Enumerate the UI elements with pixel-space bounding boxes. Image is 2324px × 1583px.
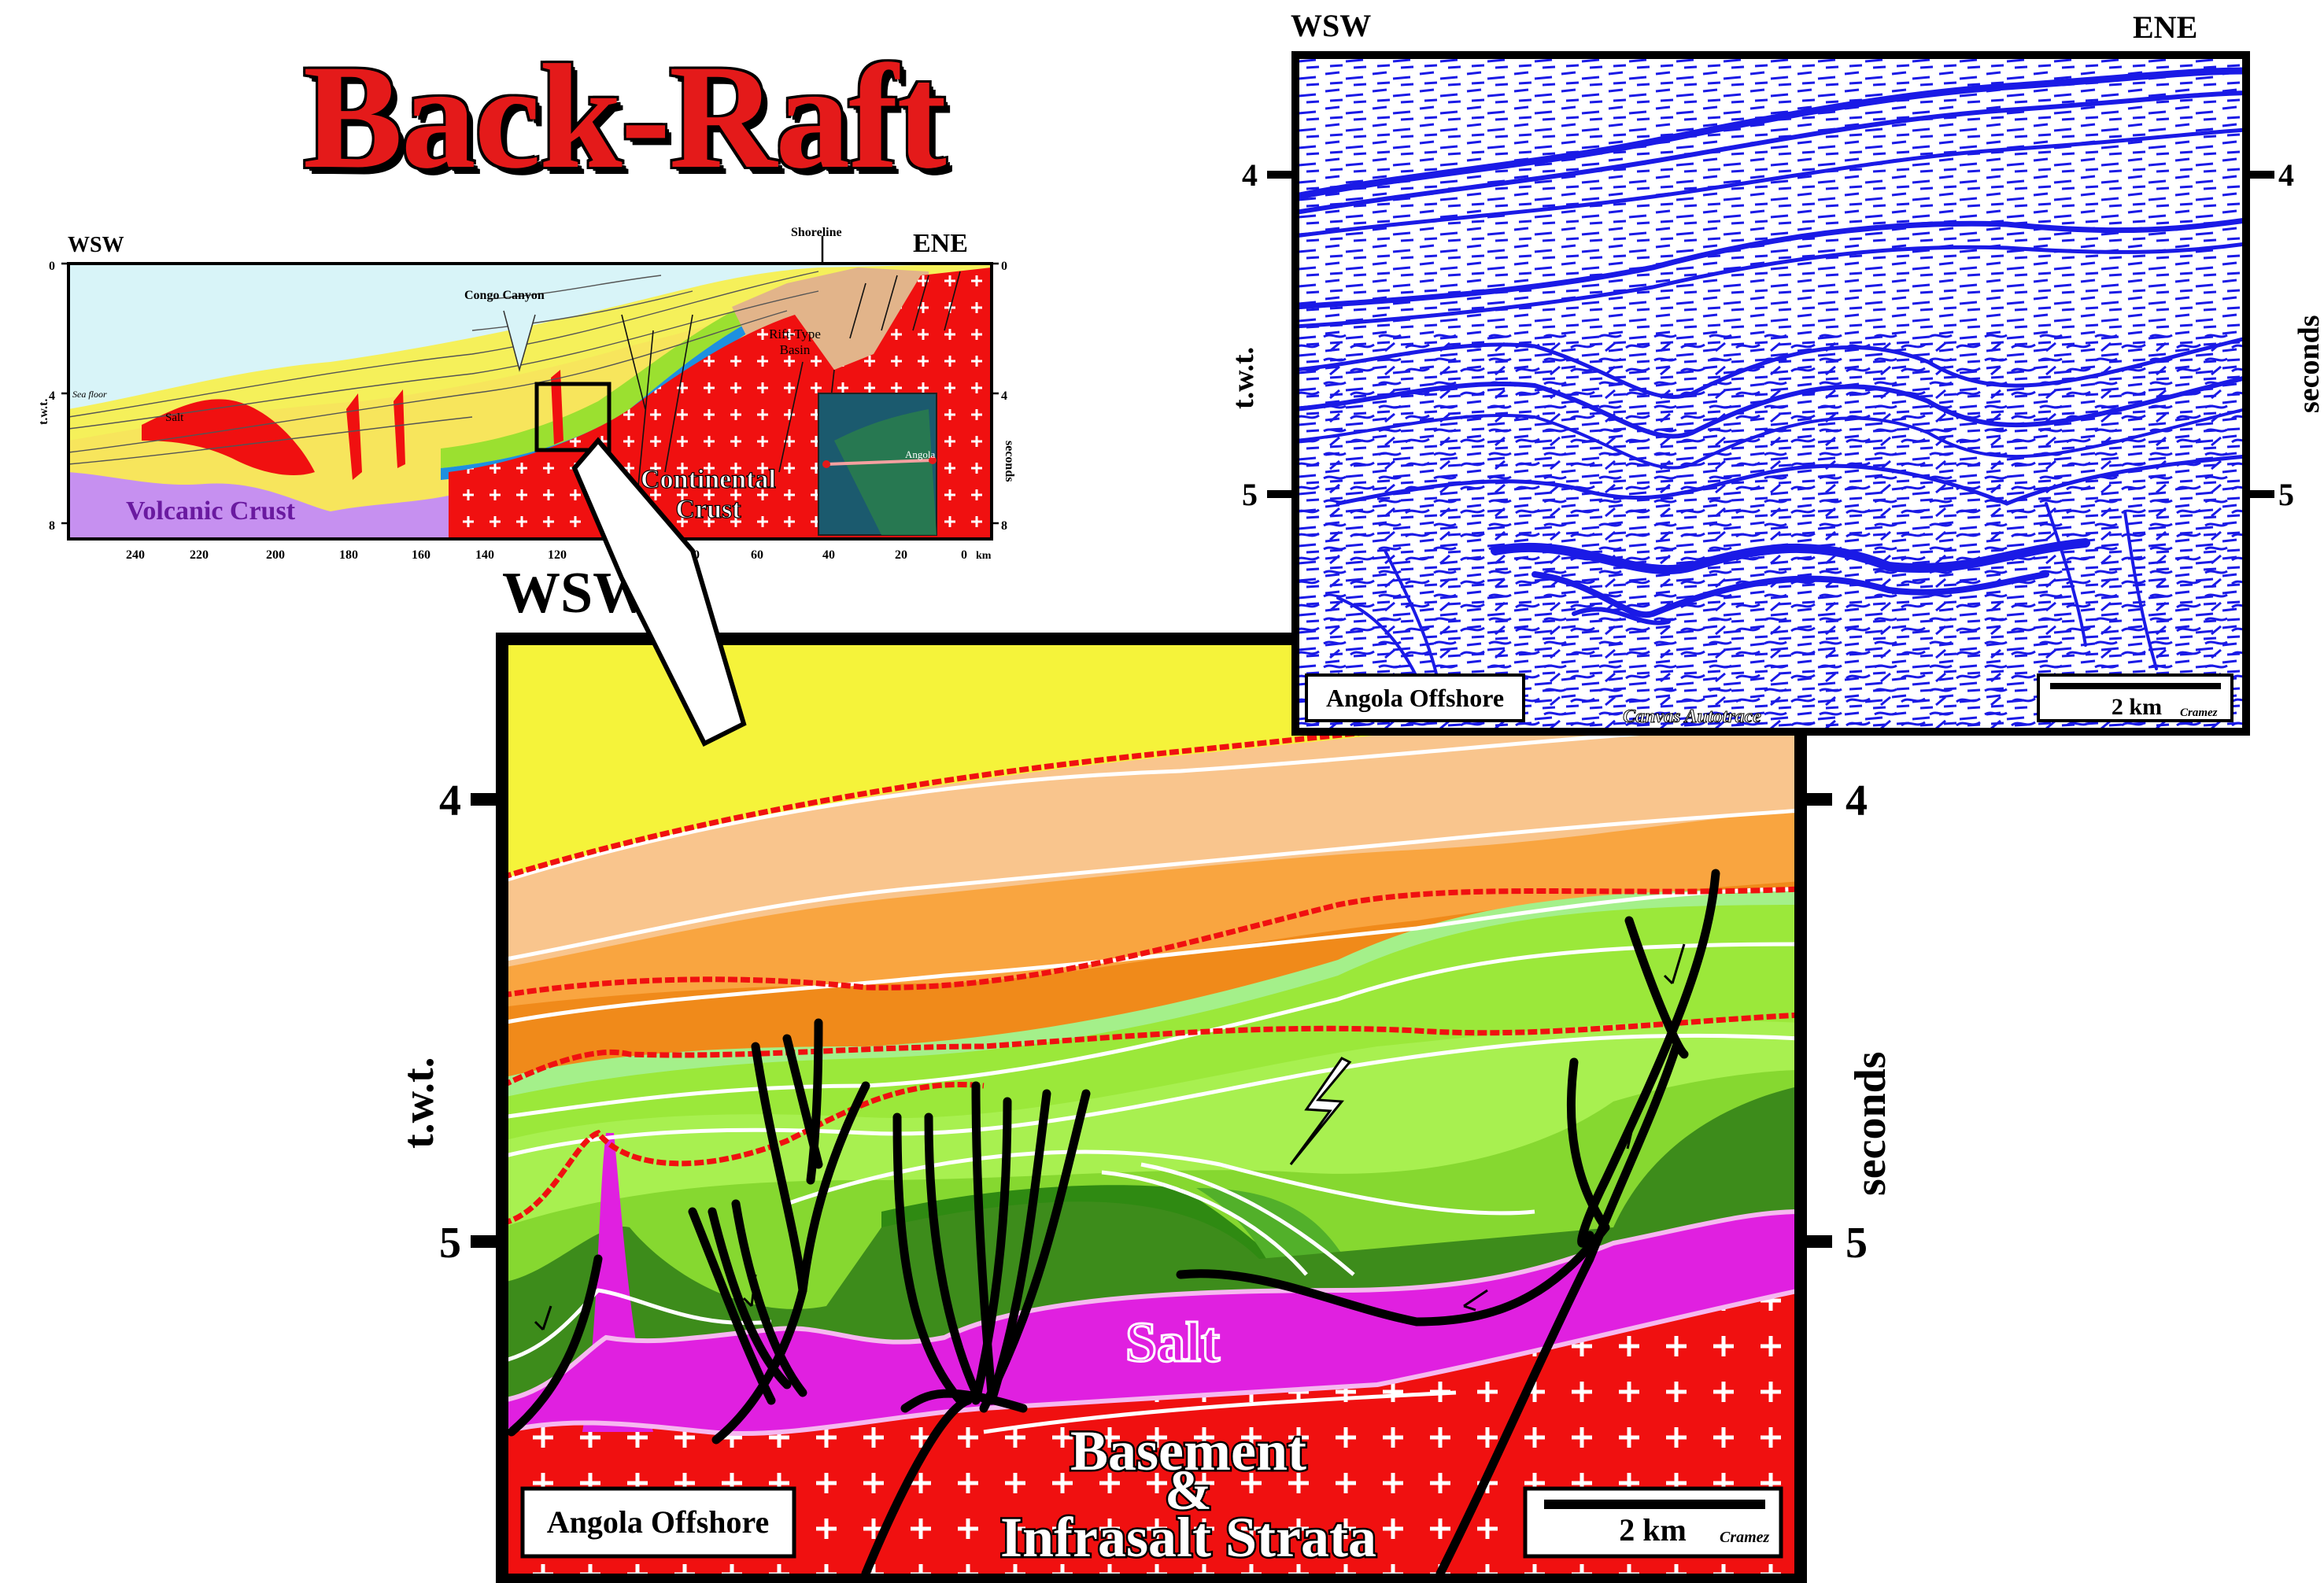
interp-left-tick-4: 4 <box>439 777 461 825</box>
regional-y-tick-0: 0 <box>49 260 55 273</box>
regional-left-axis-label: t.w.t. <box>37 399 50 425</box>
continental-crust-label: Continental <box>641 465 776 494</box>
regional-x-tick: 160 <box>412 548 430 562</box>
regional-x-tick: 20 <box>895 548 907 562</box>
interp-left-tick-5: 5 <box>439 1219 461 1268</box>
salt-label: Salt <box>1125 1311 1220 1374</box>
seismic-left-tick-5: 5 <box>1242 477 1258 512</box>
regional-section: WSW ENE Shoreline 0 4 8 0 4 8 t.w.t. sec… <box>37 226 1016 562</box>
seismic-scale-label: 2 km <box>2112 694 2162 720</box>
regional-x-tick: 80 <box>687 548 700 562</box>
interp-location-label: Angola Offshore <box>547 1504 770 1540</box>
sea-floor-label: Sea floor <box>72 389 107 400</box>
regional-x-tick: 140 <box>475 548 494 562</box>
page-title: Back-Raft <box>303 35 947 200</box>
seismic-credit: Cramez <box>2180 707 2218 719</box>
regional-x-tick: 180 <box>339 548 358 562</box>
continental-crust-label-2: Crust <box>675 495 741 524</box>
seismic-left-axis-label: t.w.t. <box>1227 347 1260 409</box>
infrasalt-label: Infrasalt Strata <box>1000 1506 1376 1569</box>
regional-right-axis-label: seconds <box>1003 441 1016 482</box>
regional-x-tick: 120 <box>548 548 567 562</box>
interpretation-direction-label: WSW <box>502 561 652 625</box>
regional-x-tick: 200 <box>266 548 285 562</box>
seismic-right-tick-5: 5 <box>2278 477 2294 512</box>
regional-right-direction: ENE <box>913 229 968 258</box>
seismic-left-tick-4: 4 <box>1242 157 1258 193</box>
regional-y-tick-4: 4 <box>49 389 55 403</box>
regional-salt-label: Salt <box>165 411 184 424</box>
regional-right-tick-8: 8 <box>1001 519 1007 533</box>
regional-y-tick-8: 8 <box>49 519 55 533</box>
interp-right-tick-4: 4 <box>1846 777 1868 825</box>
angola-map-label: Angola <box>905 448 936 460</box>
regional-x-unit: km <box>976 550 992 562</box>
regional-x-tick: 60 <box>751 548 763 562</box>
congo-canyon-label: Congo Canyon <box>464 289 545 302</box>
regional-x-tick: 40 <box>822 548 835 562</box>
seismic-right-axis-label: seconds <box>2293 315 2324 413</box>
rift-basin-label: Rift-Type <box>769 327 821 341</box>
interp-left-axis-label: t.w.t. <box>394 1057 443 1149</box>
regional-left-direction: WSW <box>68 233 124 257</box>
interp-right-tick-5: 5 <box>1846 1219 1868 1268</box>
basement-label: Basement <box>1070 1419 1306 1482</box>
regional-right-tick-4: 4 <box>1001 389 1007 403</box>
regional-x-tick: 240 <box>126 548 145 562</box>
interp-credit: Cramez <box>1720 1529 1770 1546</box>
interp-scale-label: 2 km <box>1619 1512 1687 1548</box>
regional-right-tick-0: 0 <box>1001 260 1007 273</box>
seismic-right-direction: ENE <box>2133 9 2197 45</box>
interp-right-axis-label: seconds <box>1846 1051 1895 1196</box>
rift-basin-label-2: Basin <box>780 342 811 357</box>
seismic-left-direction: WSW <box>1291 8 1371 43</box>
regional-x-tick: 220 <box>190 548 209 562</box>
seismic-right-tick-4: 4 <box>2278 157 2294 193</box>
seismic-location-label: Angola Offshore <box>1326 684 1504 712</box>
regional-x-tick: 0 <box>961 548 967 562</box>
basement-ampersand: & <box>1165 1459 1212 1522</box>
seismic-software-label: Canvas Autotrace <box>1623 707 1761 727</box>
volcanic-crust-label: Volcanic Crust <box>126 496 296 526</box>
shoreline-label: Shoreline <box>791 226 842 239</box>
